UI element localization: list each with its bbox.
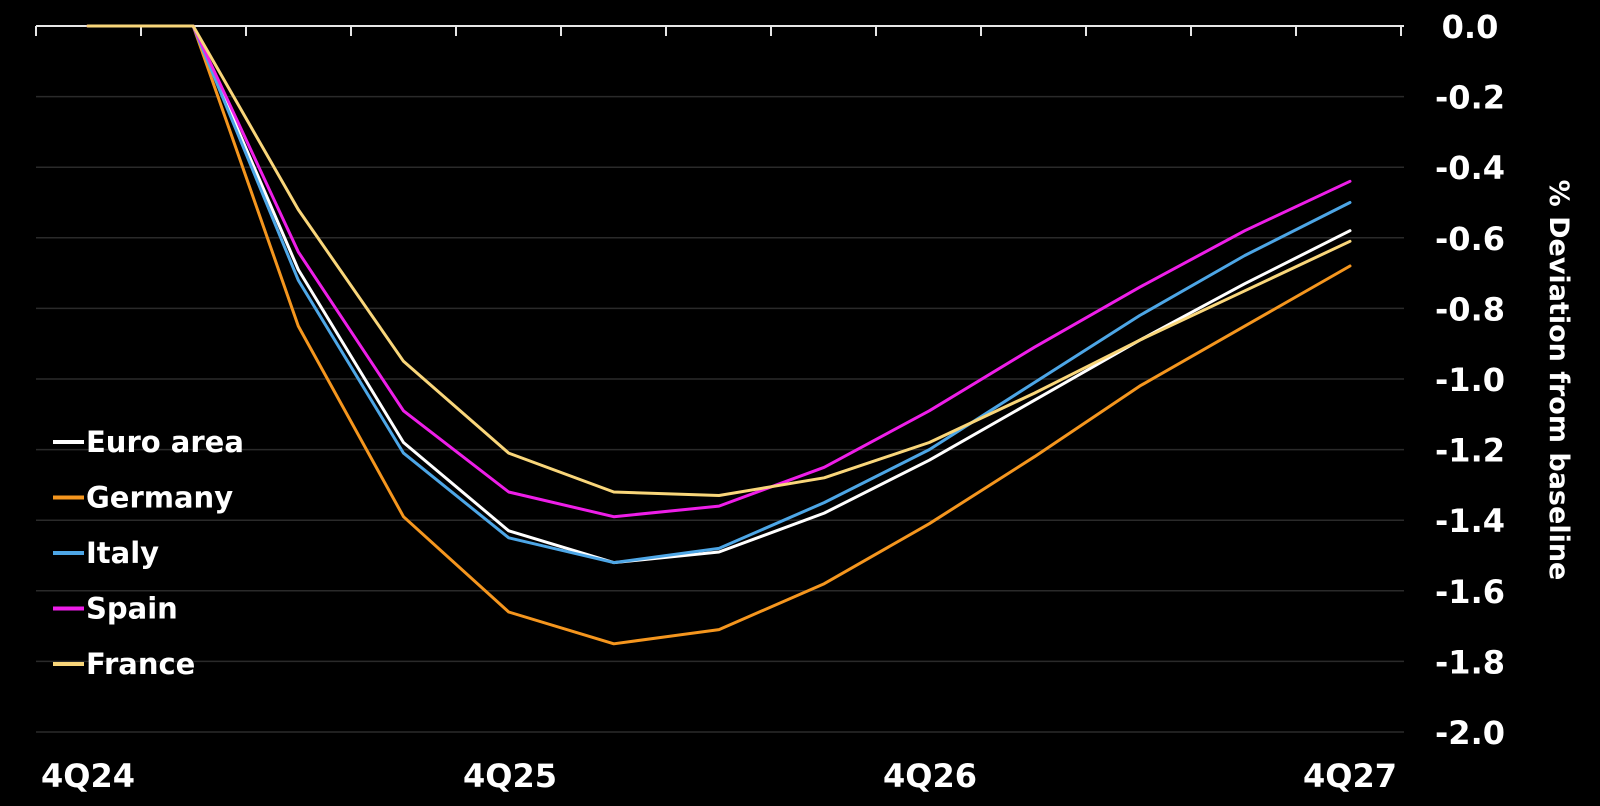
y-tick-label: -0.2 xyxy=(1435,79,1505,117)
legend-label: Germany xyxy=(86,481,233,515)
x-axis-tick-labels: 4Q24 4Q25 4Q26 4Q27 xyxy=(41,757,1397,795)
y-tick-label: -2.0 xyxy=(1435,714,1505,752)
x-tick-label: 4Q25 xyxy=(463,757,557,795)
y-tick-label: -1.6 xyxy=(1435,573,1505,611)
gridlines xyxy=(36,95,1404,733)
legend-label: France xyxy=(86,647,195,681)
legend-label: Italy xyxy=(86,536,159,570)
y-tick-label: -1.0 xyxy=(1435,361,1505,399)
x-axis xyxy=(35,25,1404,36)
series-line-euro-area xyxy=(86,24,1352,565)
y-tick-label: -0.6 xyxy=(1435,220,1505,258)
y-tick-label: -0.8 xyxy=(1435,290,1505,328)
series-line-italy xyxy=(86,24,1352,565)
y-tick-label: -1.2 xyxy=(1435,432,1505,470)
series-line-france xyxy=(86,24,1352,497)
y-axis-tick-labels: 0.0 -0.2 -0.4 -0.6 -0.8 -1.0 -1.2 -1.4 -1.6 -1.8 -… xyxy=(1435,8,1505,752)
x-tick-label: 4Q27 xyxy=(1303,757,1397,795)
series-lines xyxy=(86,24,1352,646)
y-tick-label: -0.4 xyxy=(1435,149,1505,187)
series-line-germany xyxy=(86,24,1352,646)
legend: Euro area Germany Italy Spain France xyxy=(53,425,244,681)
y-tick-label: 0.0 xyxy=(1442,8,1499,46)
legend-label: Spain xyxy=(86,592,178,626)
series-line-spain xyxy=(86,24,1352,519)
y-axis-title: % Deviation from baseline xyxy=(1543,180,1574,581)
legend-label: Euro area xyxy=(86,425,244,459)
y-tick-label: -1.8 xyxy=(1435,643,1505,681)
y-tick-label: -1.4 xyxy=(1435,502,1505,540)
x-tick-label: 4Q26 xyxy=(883,757,977,795)
x-tick-label: 4Q24 xyxy=(41,757,135,795)
